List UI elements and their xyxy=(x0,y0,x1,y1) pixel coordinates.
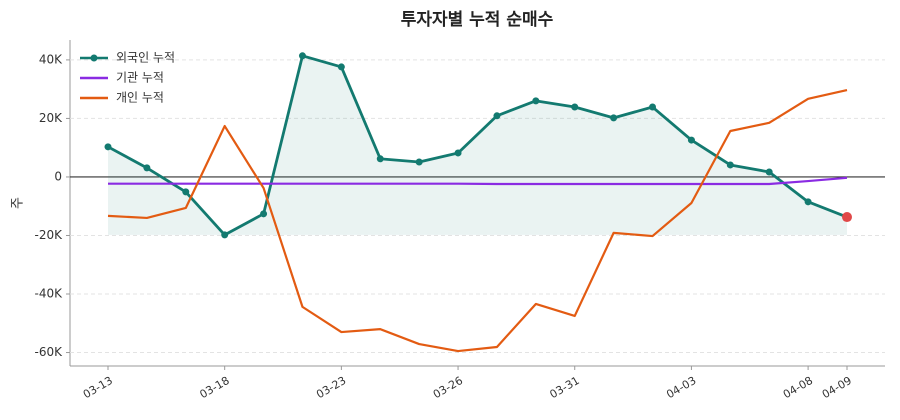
point xyxy=(337,63,345,71)
x-tick-label: 03-18 xyxy=(197,374,231,401)
point xyxy=(376,155,384,163)
point xyxy=(221,231,229,239)
x-tick-label: 04-03 xyxy=(664,374,698,401)
point xyxy=(649,103,657,111)
area-fill xyxy=(108,55,847,235)
point xyxy=(260,210,268,218)
point xyxy=(726,161,734,169)
x-tick-label: 03-31 xyxy=(548,374,582,401)
legend-label: 기관 누적 xyxy=(116,71,164,85)
series-line xyxy=(107,88,848,353)
point xyxy=(143,164,151,172)
point xyxy=(687,136,695,144)
y-tick-label: 20K xyxy=(39,111,63,125)
y-axis-label: 주 xyxy=(11,197,26,209)
point xyxy=(532,97,540,105)
y-tick-label: -60K xyxy=(35,345,64,359)
point xyxy=(454,149,462,157)
point xyxy=(415,158,423,166)
legend-label: 개인 누적 xyxy=(116,91,164,105)
point xyxy=(804,198,812,206)
point xyxy=(182,188,190,196)
series-line xyxy=(107,54,848,237)
x-tick-label: 04-09 xyxy=(820,374,854,401)
x-tick-label: 04-08 xyxy=(781,374,815,401)
legend-label: 외국인 누적 xyxy=(116,51,175,65)
series-line xyxy=(108,176,848,186)
point xyxy=(610,114,618,122)
highlight-point xyxy=(842,212,852,223)
point xyxy=(298,52,306,60)
legend-marker xyxy=(90,54,98,62)
x-tick-label: 03-23 xyxy=(314,374,348,401)
point xyxy=(571,103,579,111)
point xyxy=(765,168,773,176)
y-tick-label: -40K xyxy=(35,287,64,301)
y-tick-label: 40K xyxy=(39,52,63,66)
point xyxy=(104,143,112,151)
point xyxy=(493,112,501,120)
x-tick-label: 03-26 xyxy=(431,374,465,401)
y-tick-label: 0 xyxy=(54,169,62,183)
y-tick-label: -20K xyxy=(35,228,64,242)
chart-title: 투자자별 누적 순매수 xyxy=(401,10,554,30)
x-tick-label: 03-13 xyxy=(81,374,115,401)
